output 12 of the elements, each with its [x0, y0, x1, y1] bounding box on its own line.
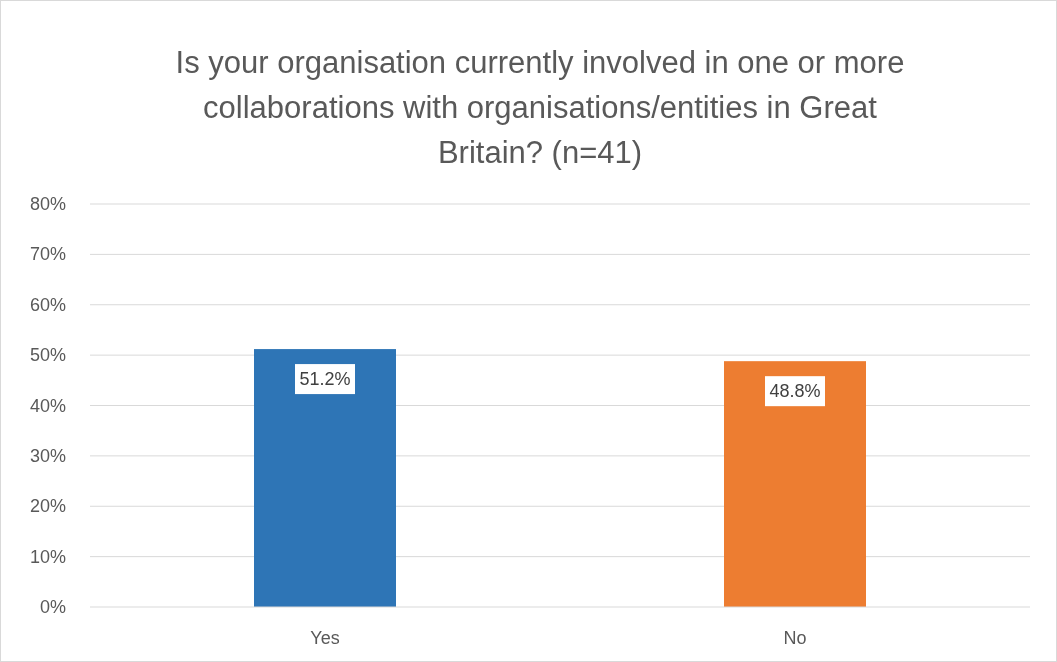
y-tick-label: 0%: [39, 597, 66, 617]
y-tick-label: 50%: [29, 345, 66, 366]
y-tick-label: 70%: [29, 244, 66, 265]
x-tick-label: Yes: [310, 628, 340, 648]
chart-title: Is your organisation currently involved in one or more collaborations with organisations/entities in Great Britain? (n=41): [175, 44, 905, 170]
y-tick-label: 30%: [29, 445, 66, 466]
y-tick-label: 40%: [29, 395, 66, 416]
y-tick-label: 60%: [29, 294, 66, 315]
y-tick-label: 80%: [29, 194, 66, 214]
y-tick-label: 10%: [29, 546, 66, 567]
y-tick-label: 20%: [29, 496, 66, 517]
x-tick-label: No: [783, 628, 807, 648]
